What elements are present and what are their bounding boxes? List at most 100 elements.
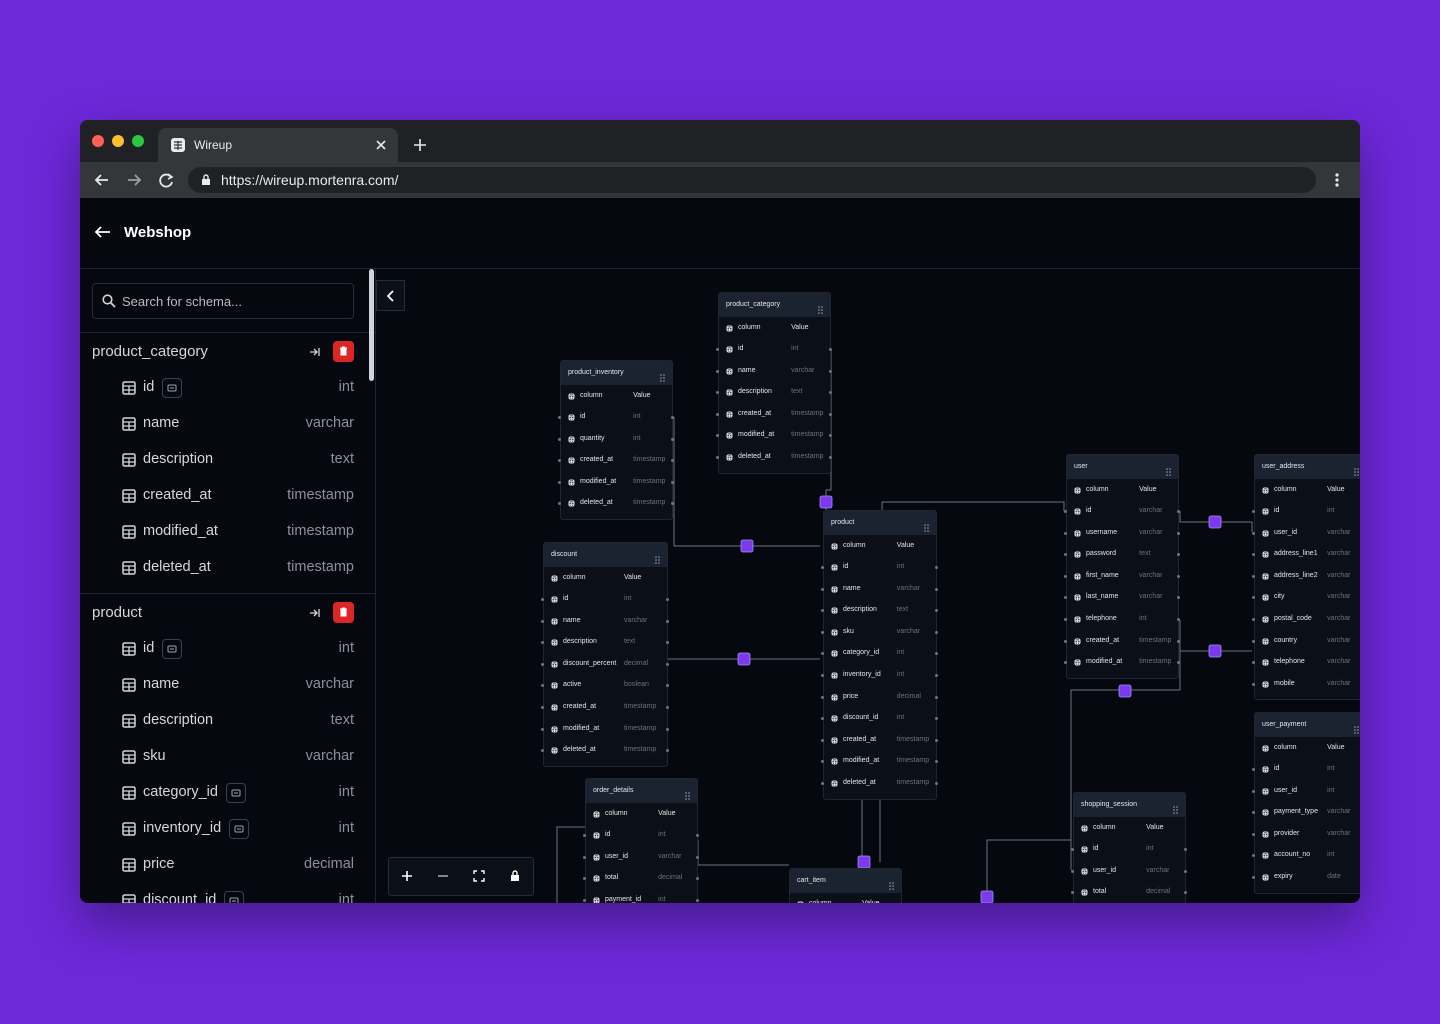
field-name: name [143, 415, 180, 431]
tab[interactable]: Wireup [158, 128, 398, 162]
table-icon [551, 575, 558, 582]
table-icon [551, 747, 558, 754]
field-name: price [843, 692, 859, 700]
handle [1071, 891, 1074, 895]
field-name: description [738, 388, 772, 396]
delete-button[interactable] [333, 341, 354, 362]
field-type: timestamp [791, 409, 824, 417]
handle [1177, 574, 1180, 578]
handle [1071, 869, 1074, 873]
search-box[interactable]: Search for schema... [92, 283, 354, 319]
table-node[interactable]: product column Value id int name varchar descri… [821, 510, 938, 800]
scrollbar[interactable] [369, 269, 374, 381]
table-node[interactable]: user_address column Value id int user_id varch… [1252, 454, 1360, 701]
field-name: price [143, 856, 175, 872]
field-type: text [330, 451, 354, 467]
handle [666, 706, 669, 709]
key-badge [162, 639, 182, 659]
collapse-button[interactable] [376, 280, 405, 311]
table-icon [1262, 573, 1269, 580]
field-name: telephone [1274, 658, 1305, 666]
field-type: text [330, 712, 354, 728]
page-title: Webshop [124, 224, 192, 241]
field-name: id [605, 831, 611, 838]
back-button[interactable] [95, 226, 111, 238]
table-node[interactable]: user_payment column Value id int user_id int pa… [1252, 712, 1360, 894]
key-button[interactable] [309, 606, 321, 618]
handle [541, 727, 544, 731]
field-name: name [563, 616, 581, 624]
table-icon [1074, 530, 1081, 537]
handle [558, 480, 561, 484]
table-icon [1074, 638, 1081, 645]
table-title: product_category [726, 301, 781, 308]
handle [1064, 531, 1067, 535]
table-icon [593, 897, 600, 903]
url-field[interactable]: https://wireup.mortenra.com/ [188, 167, 1316, 193]
table-title: user_payment [1262, 721, 1307, 728]
delete-button[interactable] [333, 602, 354, 623]
handle [935, 717, 938, 721]
field-type: timestamp [1139, 658, 1172, 666]
handle [666, 619, 669, 623]
nav-buttons[interactable] [94, 172, 174, 188]
drag-handle [889, 877, 894, 890]
handle [1252, 832, 1255, 836]
lock[interactable] [510, 869, 520, 882]
handle [666, 598, 669, 601]
new-tab[interactable] [413, 138, 427, 152]
table-name: product [92, 604, 143, 621]
field-type: timestamp [633, 477, 666, 485]
zoom-in[interactable] [401, 870, 413, 882]
field-type: decimal [896, 692, 921, 700]
key-badge [162, 378, 182, 398]
handle [716, 412, 719, 416]
handle [541, 749, 544, 753]
fit-view[interactable] [473, 870, 485, 882]
zoom-out[interactable] [437, 870, 449, 882]
field-type: text [896, 606, 909, 614]
table-node[interactable]: cart_itemcolumn Value [789, 868, 902, 903]
field-name: modified_at [563, 724, 600, 732]
handle [558, 416, 561, 419]
field-name: id [1086, 507, 1092, 514]
table-node[interactable]: user column Value id varchar username varchar p… [1064, 454, 1180, 679]
handle [541, 706, 544, 709]
search-placeholder: Search for schema... [122, 294, 242, 309]
handle [821, 782, 824, 785]
table-node[interactable]: order_details column Value id int user_id varc… [583, 778, 699, 903]
table-node[interactable]: product_category column Value id int name varc… [716, 292, 832, 474]
key-button[interactable] [309, 345, 321, 357]
table-header: user_address [1255, 455, 1360, 479]
table-node[interactable]: shopping_session column Value id int user_id v… [1071, 792, 1187, 903]
table-icon [1081, 889, 1088, 896]
field-type: timestamp [896, 757, 930, 765]
field-type: varchar [791, 366, 815, 374]
value-header: Value [896, 542, 915, 549]
table-node[interactable]: discount column Value id int name varchar descr… [541, 542, 669, 767]
field-type: int [338, 820, 354, 836]
menu[interactable] [1334, 172, 1340, 188]
table-icon [1081, 846, 1088, 853]
table-node[interactable]: product_inventory column Value id int quantit… [558, 360, 674, 520]
handle [696, 898, 699, 902]
table-icon [568, 436, 575, 443]
table-icon [726, 368, 733, 375]
handle [666, 727, 669, 731]
table-icon [1262, 766, 1269, 773]
field-type: decimal [1146, 888, 1171, 896]
drag-handle [1166, 463, 1171, 476]
table-icon [122, 381, 136, 395]
field-name: id [843, 563, 849, 570]
field-name: description [143, 451, 214, 467]
field-type: varchar [1139, 528, 1163, 536]
handle [583, 855, 586, 859]
field-type: varchar [1139, 571, 1163, 579]
handle [1252, 531, 1255, 535]
table-icon [122, 489, 136, 503]
field-name: created_at [563, 703, 597, 710]
table-icon [831, 586, 838, 593]
value-header: Value [791, 324, 809, 331]
app: Webshop Search for schema... product_cat… [80, 198, 1360, 903]
tab-close[interactable] [376, 140, 386, 150]
